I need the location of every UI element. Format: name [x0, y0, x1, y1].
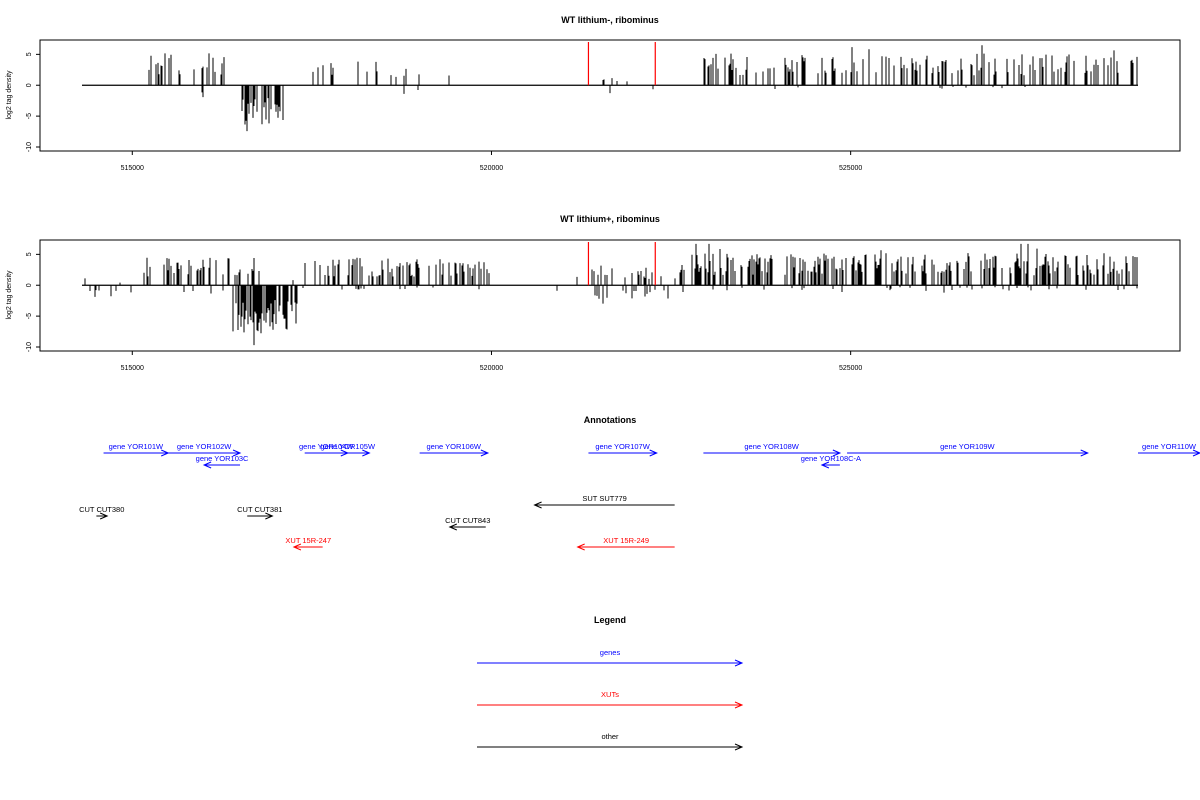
feature-arrow — [202, 461, 241, 469]
density-bars — [82, 242, 1138, 346]
y-tick-label: 0 — [26, 283, 33, 287]
feature-label: SUT SUT779 — [582, 494, 626, 503]
feature-list: gene YOR101W gene YOR102W gene YOR103C gene… — [79, 442, 1200, 551]
legend-arrow — [477, 743, 744, 751]
legend-item-xuts: XUTs — [477, 690, 744, 709]
feature-genes: gene YOR108C-A — [801, 454, 861, 469]
y-axis-label: log2 tag density — [6, 70, 13, 120]
feature-genes: gene YOR109W — [847, 442, 1089, 457]
feature-genes: gene YOR103C — [196, 454, 249, 469]
feature-label: CUT CUT843 — [445, 516, 490, 525]
feature-genes: gene YOR101W — [103, 442, 170, 457]
x-axis: 515000 520000 525000 — [121, 351, 862, 372]
feature-label: gene YOR107W — [595, 442, 650, 451]
feature-other: CUT CUT381 — [237, 505, 282, 520]
annotations-title: Annotations — [584, 415, 637, 425]
feature-label: gene YOR110W — [1142, 442, 1197, 451]
y-tick-label: 5 — [26, 52, 33, 56]
y-axis: -10 -5 0 5 — [26, 52, 40, 152]
feature-genes: gene YOR108W — [703, 442, 842, 457]
feature-label: gene YOR103C — [196, 454, 249, 463]
feature-arrow — [703, 449, 842, 457]
feature-label: gene YOR106W — [427, 442, 482, 451]
feature-label: gene YOR101W — [109, 442, 164, 451]
legend-arrow — [477, 701, 744, 709]
y-axis: -10 -5 0 5 — [26, 252, 40, 352]
feature-arrow — [576, 543, 675, 551]
density-bars — [82, 42, 1138, 132]
feature-label: gene YOR108C-A — [801, 454, 861, 463]
feature-label: gene YOR109W — [940, 442, 995, 451]
feature-genes: gene YOR107W — [588, 442, 658, 457]
plot-frame — [39, 39, 1181, 152]
feature-label: CUT CUT381 — [237, 505, 282, 514]
x-tick-label: 515000 — [121, 365, 144, 372]
plot-frame — [39, 239, 1181, 352]
feature-arrow — [847, 449, 1089, 457]
legend: Legend genes XUTs other — [477, 615, 744, 751]
legend-label: genes — [600, 648, 621, 657]
feature-arrow — [820, 461, 840, 469]
feature-genes: gene YOR102W — [168, 442, 242, 457]
feature-arrow — [1138, 449, 1200, 457]
feature-label: XUT 15R-249 — [603, 536, 649, 545]
track-panel-lithium-plus: WT lithium+, ribominus log2 tag density … — [6, 214, 1181, 372]
feature-arrow — [168, 449, 242, 457]
feature-xuts: XUT 15R-247 — [285, 536, 331, 551]
feature-label: gene YOR108W — [744, 442, 799, 451]
feature-arrow — [326, 449, 371, 457]
feature-arrow — [247, 512, 274, 520]
y-tick-label: -10 — [26, 342, 33, 352]
legend-label: XUTs — [601, 690, 619, 699]
feature-arrow — [419, 449, 490, 457]
legend-items: genes XUTs other — [477, 648, 744, 751]
x-tick-label: 520000 — [480, 165, 503, 172]
annotations-track: Annotations gene YOR101W gene YOR102Wgene… — [79, 415, 1200, 551]
x-axis: 515000 520000 525000 — [121, 151, 862, 172]
y-tick-label: -5 — [26, 113, 33, 119]
x-tick-label: 525000 — [839, 165, 862, 172]
feature-genes: gene YOR110W — [1138, 442, 1200, 457]
x-tick-label: 520000 — [480, 365, 503, 372]
feature-genes: gene YOR106W — [419, 442, 490, 457]
feature-arrow — [533, 501, 675, 509]
y-tick-label: -5 — [26, 313, 33, 319]
y-tick-label: 5 — [26, 252, 33, 256]
feature-label: gene YOR102W — [177, 442, 232, 451]
feature-label: gene YOR104W — [299, 442, 354, 451]
panel-title: WT lithium-, ribominus — [561, 15, 659, 25]
legend-arrow — [477, 659, 744, 667]
feature-other: SUT SUT779 — [533, 494, 675, 509]
y-axis-label: log2 tag density — [6, 270, 13, 320]
x-tick-label: 525000 — [839, 365, 862, 372]
legend-item-other: other — [477, 732, 744, 751]
feature-arrow — [448, 523, 486, 531]
track-panel-lithium-minus: WT lithium-, ribominus log2 tag density … — [6, 15, 1181, 172]
feature-label: gene YOR105W — [321, 442, 376, 451]
x-tick-label: 515000 — [121, 165, 144, 172]
feature-other: CUT CUT843 — [445, 516, 490, 531]
feature-label: CUT CUT380 — [79, 505, 124, 514]
legend-item-genes: genes — [477, 648, 744, 667]
feature-xuts: XUT 15R-249 — [576, 536, 675, 551]
legend-title: Legend — [594, 615, 626, 625]
panel-title: WT lithium+, ribominus — [560, 214, 660, 224]
feature-arrow — [96, 512, 109, 520]
y-tick-label: 0 — [26, 83, 33, 87]
feature-genes: gene YOR105W — [321, 442, 376, 457]
legend-label: other — [601, 732, 619, 741]
feature-arrow — [292, 543, 323, 551]
y-tick-label: -10 — [26, 142, 33, 152]
feature-arrow — [588, 449, 658, 457]
feature-other: CUT CUT380 — [79, 505, 124, 520]
feature-label: XUT 15R-247 — [285, 536, 331, 545]
